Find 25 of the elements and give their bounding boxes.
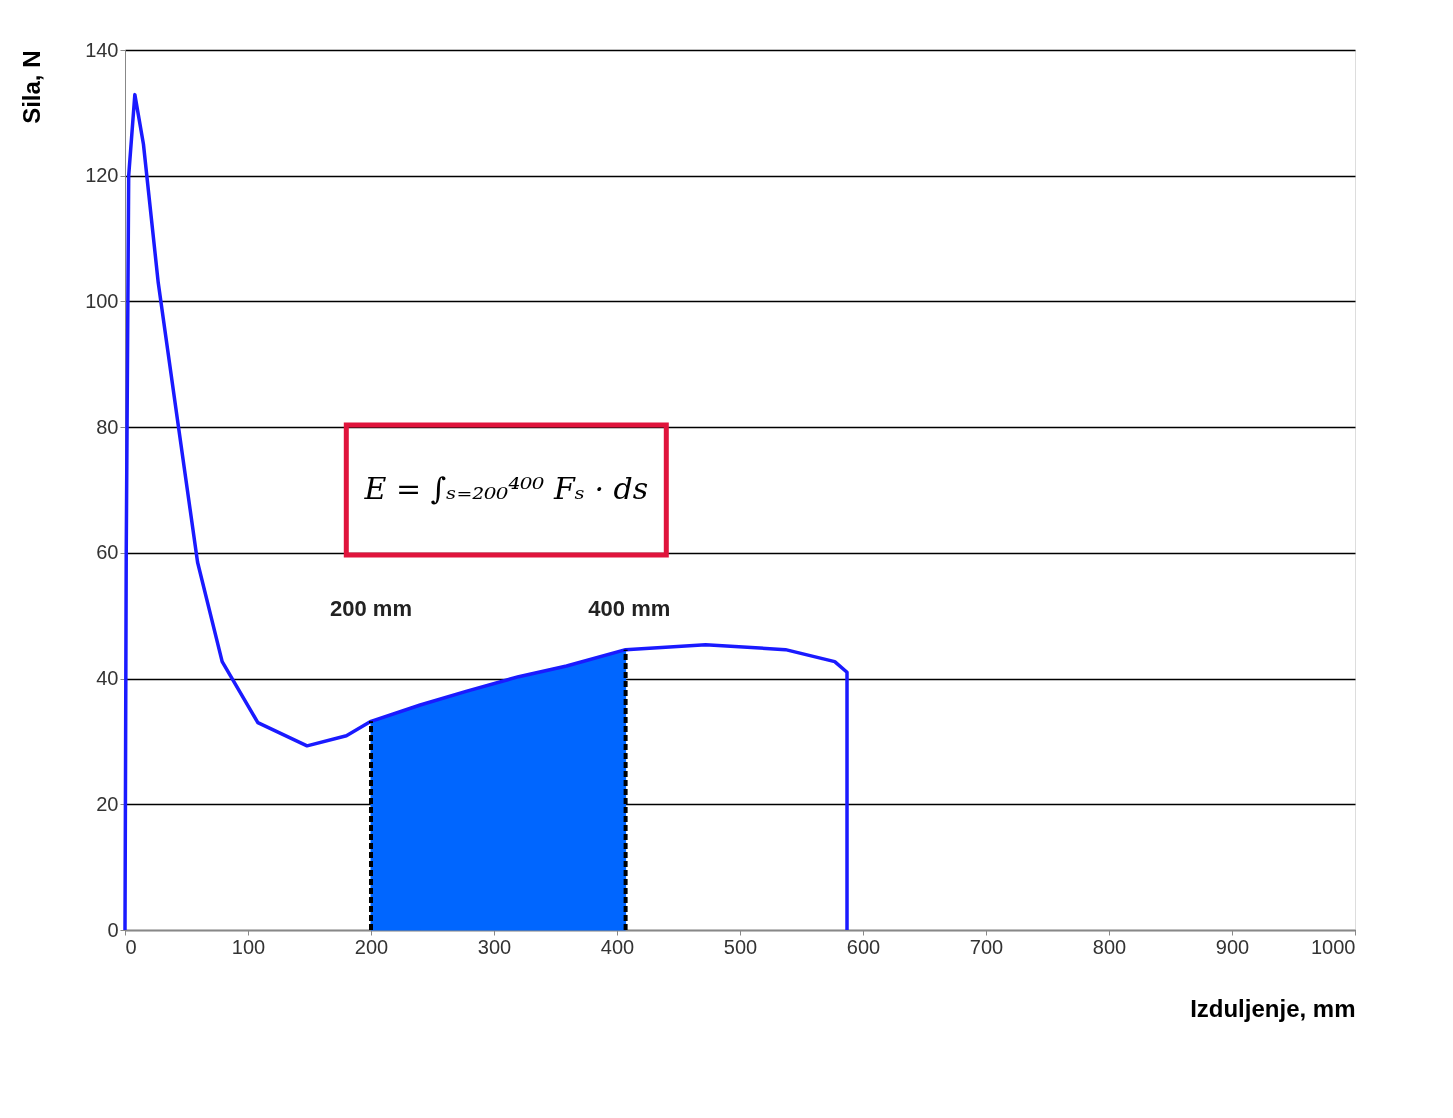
x-tick-label: 700 bbox=[969, 935, 1004, 958]
annotation: E = ∫ₛ₌₂₀₀⁴⁰⁰ Fₛ · ds bbox=[363, 471, 649, 506]
y-tick-label: 0 bbox=[107, 918, 119, 941]
x-tick-label: 900 bbox=[1215, 935, 1250, 958]
y-axis-title: Sila, N bbox=[18, 50, 46, 124]
y-tick-label: 60 bbox=[96, 541, 119, 564]
y-tick-label: 140 bbox=[85, 38, 119, 61]
x-tick-label: 0 bbox=[125, 935, 137, 958]
line-series bbox=[123, 92, 849, 932]
y-tick-label: 20 bbox=[96, 792, 119, 815]
x-tick-label: 300 bbox=[477, 935, 512, 958]
annotation: 200 mm bbox=[330, 595, 412, 621]
x-tick-label: 400 bbox=[600, 935, 635, 958]
y-tick-label: 120 bbox=[85, 164, 119, 187]
y-tick-label: 100 bbox=[85, 289, 119, 312]
x-axis-title: Izduljenje, mm bbox=[1190, 994, 1356, 1022]
annotation: 400 mm bbox=[588, 595, 671, 621]
x-tick-label: 800 bbox=[1092, 935, 1127, 958]
x-tick-label: 600 bbox=[846, 935, 881, 958]
x-tick-label: 200 bbox=[354, 935, 389, 958]
x-tick-label: 1000 bbox=[1311, 935, 1356, 958]
y-tick-label: 40 bbox=[96, 667, 119, 690]
y-tick-label: 80 bbox=[96, 415, 119, 438]
x-tick-label: 100 bbox=[231, 935, 266, 958]
x-tick-label: 500 bbox=[723, 935, 758, 958]
